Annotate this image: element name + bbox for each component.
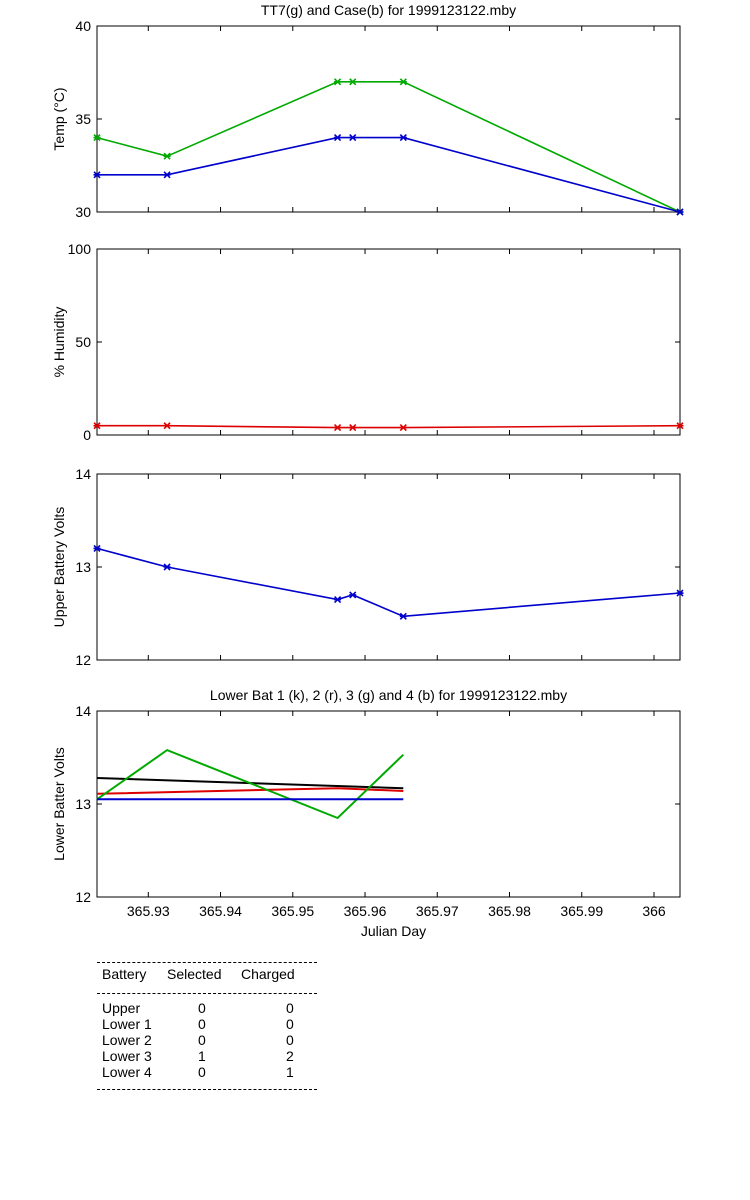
header-battery: Battery xyxy=(102,966,147,982)
row-charged: 0 xyxy=(286,1032,294,1048)
y-tick-label: 12 xyxy=(75,889,91,905)
row-charged: 1 xyxy=(286,1064,294,1080)
header-charged: Charged xyxy=(241,966,295,982)
row-charged: 0 xyxy=(286,1000,294,1016)
y-tick-label: 40 xyxy=(75,18,91,34)
data-point xyxy=(93,171,101,179)
data-point xyxy=(163,422,171,430)
data-point xyxy=(334,423,342,432)
y-tick-label: 50 xyxy=(75,334,91,350)
y-axis-label: Temp (°C) xyxy=(51,87,67,150)
series-line-1 xyxy=(96,547,681,618)
data-point xyxy=(349,78,357,86)
y-axis-label: Lower Batter Volts xyxy=(51,747,67,861)
x-tick-label: 365.97 xyxy=(416,903,459,919)
row-selected: 0 xyxy=(198,1064,206,1080)
data-point xyxy=(349,134,357,142)
y-tick-label: 13 xyxy=(75,796,91,812)
data-point xyxy=(399,134,407,142)
data-point xyxy=(349,423,357,432)
data-point xyxy=(334,78,342,86)
data-point xyxy=(334,595,342,604)
row-selected: 0 xyxy=(198,1016,206,1032)
data-point xyxy=(676,422,684,430)
series-line-1 xyxy=(96,81,681,213)
plot-frame xyxy=(96,473,681,661)
series-line-2 xyxy=(97,136,681,213)
row-battery: Lower 2 xyxy=(102,1032,152,1048)
data-point xyxy=(676,589,684,597)
table-bottom-rule xyxy=(97,1089,317,1090)
x-tick-label: 365.98 xyxy=(488,903,531,919)
y-tick-label: 0 xyxy=(83,427,91,443)
series-line-1 xyxy=(97,424,681,429)
x-tick-label: 366 xyxy=(642,903,666,919)
y-tick-label: 30 xyxy=(75,204,91,220)
y-axis-label: Upper Battery Volts xyxy=(51,507,67,628)
plot-frame xyxy=(96,25,681,213)
x-tick-label: 365.95 xyxy=(271,903,314,919)
row-selected: 0 xyxy=(198,1032,206,1048)
data-point xyxy=(93,422,101,430)
x-tick-label: 365.99 xyxy=(560,903,603,919)
data-point xyxy=(163,171,171,179)
row-selected: 0 xyxy=(198,1000,206,1016)
data-point xyxy=(676,208,684,216)
data-point xyxy=(163,152,171,160)
data-point xyxy=(334,134,342,142)
y-tick-label: 12 xyxy=(75,652,91,668)
table-header-rule xyxy=(97,993,317,994)
data-point xyxy=(163,563,171,571)
x-axis-label: Julian Day xyxy=(361,923,426,939)
x-tick-label: 365.94 xyxy=(199,903,242,919)
row-selected: 1 xyxy=(198,1048,206,1064)
row-charged: 0 xyxy=(286,1016,294,1032)
data-point xyxy=(349,591,357,599)
row-charged: 2 xyxy=(286,1048,294,1064)
plot-frame xyxy=(96,248,681,436)
battery-table-header: Battery Selected Charged xyxy=(0,966,750,986)
y-tick-label: 100 xyxy=(68,241,92,257)
header-selected: Selected xyxy=(167,966,222,982)
chart-panel-3: 12 13 14 Upper Battery Volts xyxy=(51,466,684,668)
data-point xyxy=(399,423,407,432)
series-line-3 xyxy=(96,748,404,820)
x-tick-label: 365.93 xyxy=(127,903,170,919)
chart-panel-1: 30 35 40 TT7(g) and Case(b) for 1999123122.… xyxy=(51,2,684,220)
row-battery: Lower 4 xyxy=(102,1064,152,1080)
data-point xyxy=(399,78,407,86)
data-point xyxy=(93,134,101,142)
y-tick-label: 13 xyxy=(75,559,91,575)
table-top-rule xyxy=(97,962,317,963)
chart-panel-4: 12 13 14 365.93 365.94 365.95 365.96 365.97 365.… xyxy=(51,687,681,939)
x-tick-label: 365.96 xyxy=(344,903,387,919)
row-battery: Lower 3 xyxy=(102,1048,152,1064)
plot-frame xyxy=(96,710,681,898)
data-point xyxy=(399,612,407,620)
chart-panel-2: 0 50 100 % Humidity xyxy=(51,241,684,443)
chart-title: Lower Bat 1 (k), 2 (r), 3 (g) and 4 (b) … xyxy=(210,687,567,703)
row-battery: Lower 1 xyxy=(102,1016,152,1032)
y-axis-label: % Humidity xyxy=(51,307,67,378)
chart-title: TT7(g) and Case(b) for 1999123122.mby xyxy=(261,2,516,18)
row-battery: Upper xyxy=(102,1000,141,1016)
series-line-2 xyxy=(96,787,404,795)
data-point xyxy=(93,544,101,552)
y-tick-label: 35 xyxy=(75,111,91,127)
y-tick-label: 14 xyxy=(75,466,91,482)
y-tick-label: 14 xyxy=(75,703,91,719)
